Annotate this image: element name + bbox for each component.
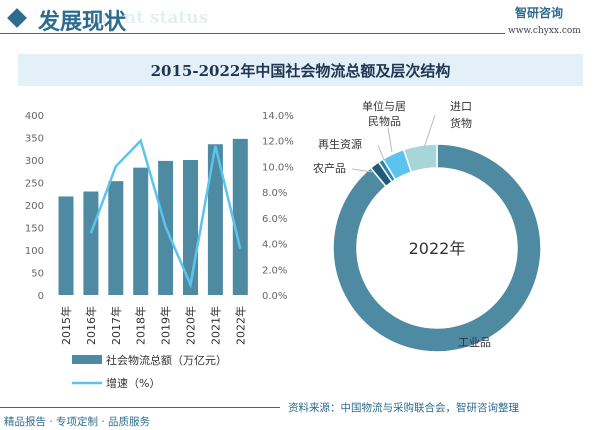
slice-label: 工业品 [458, 336, 491, 349]
section-title: 发展现状 [38, 9, 127, 35]
bar [232, 138, 248, 295]
bar [133, 167, 149, 295]
y-tick-label: 50 [31, 269, 44, 280]
x-tick-label: 2022年 [233, 306, 247, 345]
y2-tick-label: 12.0% [262, 137, 294, 148]
x-tick-label: 2019年 [159, 306, 173, 345]
site-url: www.chyxx.com [508, 26, 581, 36]
slice-label: 再生资源 [318, 137, 362, 151]
leader-line [377, 144, 385, 161]
divider [0, 33, 505, 34]
bar [207, 144, 223, 295]
bar [83, 191, 99, 295]
slice-label: 货物 [450, 116, 472, 130]
slogan: 精品报告 · 专项定制 · 品质服务 [4, 416, 151, 428]
y-tick-label: 350 [25, 134, 44, 145]
y-tick-label: 150 [25, 224, 44, 235]
y2-tick-label: 6.0% [262, 214, 287, 225]
y2-tick-label: 14.0% [262, 111, 294, 122]
y2-tick-label: 0.0% [262, 291, 287, 302]
chart-title: 2015-2022年中国社会物流总额及层次结构 [150, 62, 451, 80]
donut-slice [402, 143, 438, 174]
leader-line [387, 127, 393, 153]
donut-slice [332, 143, 542, 353]
legend-label-line: 增速（%） [106, 376, 160, 390]
y2-tick-label: 4.0% [262, 240, 287, 251]
legend-swatch-bar [72, 355, 102, 364]
leader-line [423, 114, 436, 149]
header: ment status 发展现状 智研咨询 www.chyxx.com [0, 0, 600, 40]
y-tick-label: 100 [25, 246, 44, 257]
x-tick-label: 2021年 [208, 306, 222, 345]
x-tick-label: 2017年 [109, 306, 123, 345]
slice-label: 单位与居 [362, 99, 406, 113]
footer-divider [0, 407, 280, 408]
y-tick-label: 200 [25, 201, 44, 212]
y2-tick-label: 10.0% [262, 162, 294, 173]
y-tick-label: 300 [25, 156, 44, 167]
y-tick-label: 400 [25, 111, 44, 122]
y-tick-label: 250 [25, 179, 44, 190]
slice-label: 农产品 [313, 161, 346, 175]
x-tick-label: 2018年 [134, 306, 148, 345]
bar [108, 181, 124, 295]
slice-label: 民物品 [368, 114, 401, 128]
growth-line [89, 138, 242, 290]
donut-center-label: 2022年 [409, 239, 466, 258]
logo: 智研咨询 [515, 6, 564, 20]
section-subtitle: ment status [95, 8, 209, 28]
x-tick-label: 2020年 [184, 306, 198, 345]
bar [58, 196, 74, 295]
x-tick-label: 2016年 [84, 306, 98, 345]
x-tick-label: 2015年 [59, 306, 73, 345]
slice-label: 进口 [450, 100, 472, 113]
title-banner: 2015-2022年中国社会物流总额及层次结构 [18, 54, 583, 86]
y-tick-label: 0 [38, 291, 44, 302]
leader-line [351, 168, 373, 173]
y2-tick-label: 2.0% [262, 265, 287, 276]
legend-label-bar: 社会物流总额（万亿元） [106, 353, 227, 367]
source-note: 资料来源：中国物流与采购联合会，智研咨询整理 [288, 402, 519, 414]
y2-tick-label: 8.0% [262, 188, 287, 199]
